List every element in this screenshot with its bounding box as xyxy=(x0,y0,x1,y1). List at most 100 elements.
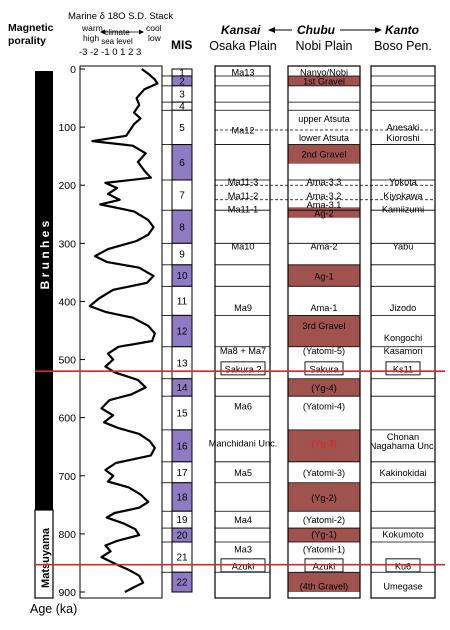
layer-label: Chonan xyxy=(387,432,419,442)
layer-label: Kokumoto xyxy=(382,529,423,539)
o18-scale: -3 -2 -1 0 1 2 3 xyxy=(79,47,141,58)
layer-label: Ma5 xyxy=(234,468,252,478)
layer-label: Jizodo xyxy=(390,303,417,313)
layer-label: 1st Gravel xyxy=(303,77,345,87)
mis-stage-label: 9 xyxy=(179,250,185,261)
layer-label: Ma13 xyxy=(232,67,255,77)
layer-label: Ama-3.2 xyxy=(307,191,342,201)
layer-label: Anesaki xyxy=(387,123,420,133)
nobi-column xyxy=(287,65,361,599)
mis-stage-label: 19 xyxy=(176,515,188,526)
layer-label: Azuki xyxy=(313,561,335,571)
gravel-layer xyxy=(288,528,360,543)
mis-stage-label: 2 xyxy=(179,76,185,87)
matsuyama-bar xyxy=(34,509,54,599)
porality-title: porality xyxy=(8,35,46,47)
climate-label: climate xyxy=(104,28,130,37)
mis-stage-label: 11 xyxy=(177,296,188,307)
layer-label: Kiyokawa xyxy=(383,191,423,201)
high-label: high xyxy=(83,33,99,43)
layer-label: Kioroshi xyxy=(386,133,419,143)
mis-stage-label: 12 xyxy=(176,327,188,338)
layer-label: Kakinokidai xyxy=(380,468,427,478)
gravel-layer xyxy=(288,378,360,397)
sealevel-label: sea level xyxy=(101,37,133,46)
chubu-label: Chubu xyxy=(297,23,336,37)
mis-stage-label: 22 xyxy=(176,578,188,589)
age-tick-label: 700 xyxy=(58,471,76,483)
age-tick-label: 100 xyxy=(58,122,76,134)
layer-label: Ma11-3 xyxy=(228,177,258,187)
layer-label: Ma11-2 xyxy=(228,191,258,201)
layer-label: 2nd Gravel xyxy=(302,149,347,159)
age-tick-label: 300 xyxy=(58,238,76,250)
cool-label: cool xyxy=(146,23,162,33)
layer-label: (Yg-1) xyxy=(311,529,337,539)
osaka-header: Osaka Plain xyxy=(209,39,276,53)
layer-label: (Yatomi-3) xyxy=(303,468,345,478)
mis-stage-label: 7 xyxy=(179,191,185,202)
mis-stage-label: 1 xyxy=(179,68,185,79)
boso-header: Boso Pen. xyxy=(374,39,432,53)
mis-stage-label: 14 xyxy=(176,383,188,394)
boso-column xyxy=(370,65,436,599)
gravel-layer xyxy=(288,75,360,86)
nobi-header: Nobi Plain xyxy=(296,39,353,53)
o18-curve-line xyxy=(88,68,159,593)
layer-label: Yabu xyxy=(393,242,414,252)
age-tick-label: 500 xyxy=(58,355,76,367)
age-tick-label: 400 xyxy=(58,296,76,308)
gravel-layer xyxy=(288,482,360,512)
layer-label: Manchidani Unc. xyxy=(209,439,277,449)
layer-label: upper Atsuta xyxy=(298,114,350,124)
brunhes-label: B r u n h e s xyxy=(38,220,52,289)
layer-label: (Yatomi-4) xyxy=(303,402,345,412)
warm-label: warm xyxy=(81,23,103,33)
mis-stage-box xyxy=(171,571,193,593)
kansai-label: Kansai xyxy=(221,23,261,37)
layer-label: Azuki xyxy=(232,561,254,571)
age-tick-label: 0 xyxy=(70,64,76,76)
mis-stage-label: 5 xyxy=(179,123,185,134)
layer-label: (Yatomi-5) xyxy=(303,346,345,356)
layer-label: Kongochi xyxy=(384,333,422,343)
layer-label: Ag-2 xyxy=(314,209,333,219)
age-tick-label: 600 xyxy=(58,413,76,425)
layer-label: Ma12 xyxy=(232,126,255,136)
mis-stage-label: 3 xyxy=(179,89,185,100)
mis-stage-label: 10 xyxy=(176,271,188,282)
layer-label: Ks11 xyxy=(393,364,413,374)
gravel-layer xyxy=(288,572,360,592)
layer-label: (Yg-3) xyxy=(311,439,337,449)
mis-stage-label: 15 xyxy=(176,409,188,420)
layer-label: Nanyo/Nobi xyxy=(300,67,348,77)
osaka-column xyxy=(214,65,271,599)
layer-label: Umegase xyxy=(383,582,422,592)
layer-label: Sakura ? xyxy=(225,364,262,374)
mis-stage-label: 8 xyxy=(179,222,185,233)
mis-stage-label: 6 xyxy=(179,158,185,169)
climate-arrow-head-right xyxy=(139,29,144,35)
layer-label: Ma9 xyxy=(234,303,252,313)
mis-stage-label: 21 xyxy=(176,553,188,564)
magnetic-title: Magnetic xyxy=(8,22,54,34)
layer-label: Ma10 xyxy=(232,242,255,252)
layer-label: Ama-3.1 xyxy=(307,200,342,210)
layer-label: (Yg-4) xyxy=(311,383,337,393)
region-arrows xyxy=(268,27,382,33)
mis-title: MIS xyxy=(171,38,192,52)
layer-label: Ama-2 xyxy=(310,242,337,252)
layer-label: Ma11-1 xyxy=(228,205,258,215)
o18-plot-frame xyxy=(79,65,163,599)
age-tick-label: 800 xyxy=(58,529,76,541)
layer-label: Sakura xyxy=(309,364,339,374)
layer-label: (Yg-2) xyxy=(311,493,337,503)
layer-label: Ma6 xyxy=(234,402,252,412)
layer-label: (Yatomi-1) xyxy=(303,544,345,554)
layer-label: lower Atsuta xyxy=(299,133,350,143)
layer-label: Ma4 xyxy=(234,515,252,525)
o18-title: Marine δ 18O S.D. Stack xyxy=(68,11,173,22)
mis-stage-label: 13 xyxy=(176,358,188,369)
layer-label: Kamiizumi xyxy=(382,205,424,215)
